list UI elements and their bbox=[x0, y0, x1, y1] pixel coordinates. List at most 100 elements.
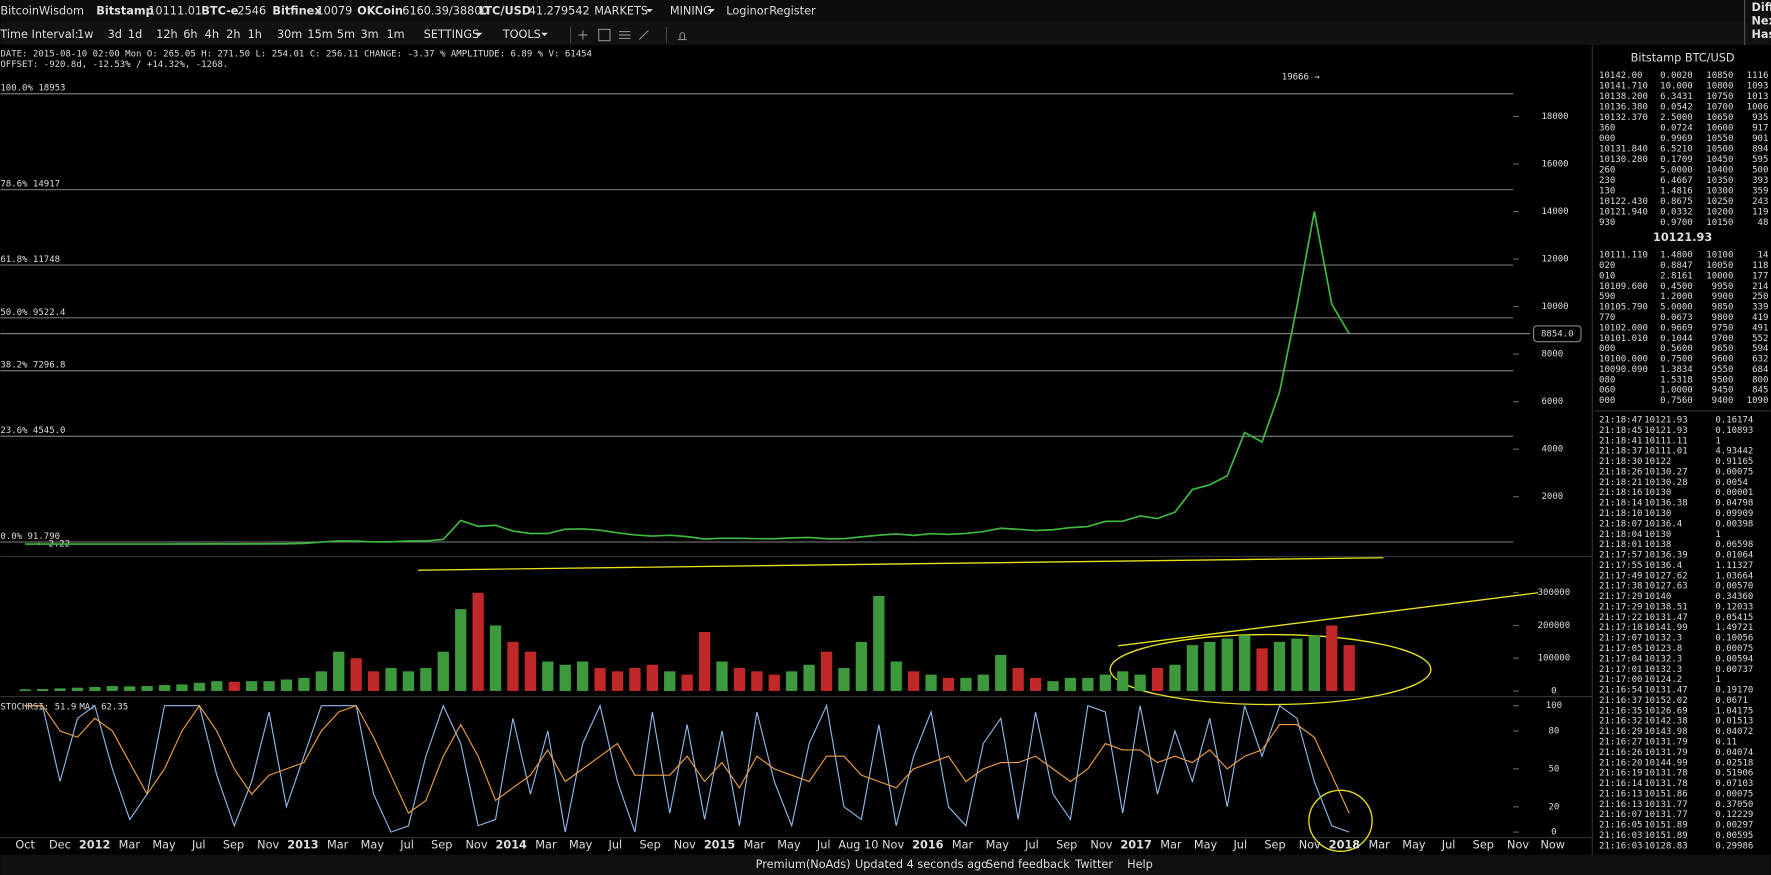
book-level: 9700 bbox=[1712, 334, 1734, 344]
x-tick-label: Jul bbox=[608, 839, 623, 852]
book-level: 10550 bbox=[1706, 134, 1733, 144]
x-tick-label: Oct bbox=[15, 839, 35, 852]
interval[interactable]: 12h bbox=[156, 28, 178, 41]
trade-price: 10132.3 bbox=[1644, 634, 1682, 644]
book-level: 9650 bbox=[1712, 344, 1734, 354]
fib-tool[interactable] bbox=[619, 31, 631, 39]
trade-price: 10130 bbox=[1644, 488, 1671, 498]
interval[interactable]: 6h bbox=[183, 28, 197, 41]
trade-price: 10131.79 bbox=[1644, 748, 1687, 758]
book-price: 020 bbox=[1599, 261, 1615, 271]
order-book-title: Bitstamp BTC/USD bbox=[1631, 52, 1735, 65]
line-tool[interactable] bbox=[598, 28, 611, 42]
trade-time: 21:16:03 bbox=[1599, 831, 1642, 841]
book-amount: 1.4800 bbox=[1660, 251, 1693, 261]
trade-amount: 0.12033 bbox=[1715, 602, 1753, 612]
interval[interactable]: 1h bbox=[248, 28, 262, 41]
trade-time: 21:18:01 bbox=[1599, 540, 1642, 550]
tool-icons bbox=[569, 27, 687, 43]
footer-help[interactable]: Help bbox=[1127, 858, 1153, 871]
book-level: 10050 bbox=[1706, 261, 1733, 271]
trade-price: 10136.4 bbox=[1644, 561, 1682, 571]
book-level: 10500 bbox=[1706, 145, 1733, 155]
corner-label[interactable]: Nex bbox=[1751, 14, 1771, 27]
book-total: 632 bbox=[1752, 355, 1768, 365]
book-amount: 1.0000 bbox=[1660, 386, 1693, 396]
book-price: 10090.090 bbox=[1599, 365, 1648, 375]
interval[interactable]: 3d bbox=[108, 28, 122, 41]
trade-time: 21:16:03 bbox=[1599, 841, 1642, 851]
y-tick-label: 2000 bbox=[1541, 492, 1563, 502]
book-level: 10850 bbox=[1706, 71, 1733, 81]
register-link[interactable]: Register bbox=[769, 4, 816, 17]
settings-menu[interactable]: SETTINGS bbox=[424, 28, 480, 41]
logo[interactable]: BitcoinWisdom bbox=[0, 4, 84, 17]
interval[interactable]: 3m bbox=[361, 28, 379, 41]
login-link[interactable]: Login bbox=[726, 4, 756, 17]
trade-price: 10131.78 bbox=[1644, 779, 1687, 789]
ticker-name[interactable]: BTC-e bbox=[201, 4, 239, 17]
book-amount: 0.0332 bbox=[1660, 208, 1693, 218]
book-level: 9750 bbox=[1712, 323, 1734, 333]
interval[interactable]: 2h bbox=[226, 28, 240, 41]
ticker-name[interactable]: Bitfinex bbox=[272, 4, 322, 17]
book-price: 10142.00 bbox=[1599, 71, 1642, 81]
volume-bar bbox=[263, 681, 275, 691]
interval[interactable]: 4h bbox=[205, 28, 219, 41]
tools-menu[interactable]: TOOLS bbox=[502, 28, 541, 41]
x-tick-label: Nov bbox=[674, 839, 696, 852]
x-tick-label: Sep bbox=[223, 839, 244, 852]
interval[interactable]: 30m bbox=[277, 28, 302, 41]
trade-amount: 0.91165 bbox=[1715, 457, 1753, 467]
book-price: 230 bbox=[1599, 176, 1615, 186]
y-tick-label: 200000 bbox=[1538, 621, 1571, 631]
ticker-name[interactable]: LTC/USD bbox=[479, 4, 531, 17]
interval[interactable]: 1d bbox=[128, 28, 142, 41]
trade-price: 10132.3 bbox=[1644, 654, 1682, 664]
book-total: 118 bbox=[1752, 261, 1768, 271]
menu[interactable]: MINING bbox=[670, 4, 712, 17]
footer-premium[interactable]: Premium(NoAds) bbox=[756, 858, 851, 871]
trade-time: 21:18:47 bbox=[1599, 416, 1642, 426]
interval[interactable]: 5m bbox=[337, 28, 355, 41]
volume-bar bbox=[908, 671, 920, 691]
book-total: 894 bbox=[1752, 145, 1768, 155]
menu[interactable]: MARKETS bbox=[594, 4, 648, 17]
trade-time: 21:18:21 bbox=[1599, 478, 1642, 488]
corner-label[interactable]: Diff bbox=[1751, 1, 1771, 14]
interval[interactable]: 15m bbox=[307, 28, 332, 41]
x-tick-label: Sep bbox=[1473, 839, 1494, 852]
volume-bar bbox=[385, 668, 397, 691]
trend-line bbox=[1117, 592, 1539, 647]
book-total: 250 bbox=[1752, 292, 1768, 302]
y-tick-label: 0 bbox=[1551, 686, 1556, 696]
book-price: 590 bbox=[1599, 292, 1615, 302]
volume-bar bbox=[54, 688, 66, 691]
trade-time: 21:16:54 bbox=[1599, 686, 1642, 696]
book-level: 9800 bbox=[1712, 313, 1734, 323]
crosshair-tool[interactable] bbox=[578, 30, 588, 40]
corner-label[interactable]: Has bbox=[1751, 28, 1771, 41]
volume-bar bbox=[698, 632, 711, 691]
book-price: 10136.380 bbox=[1599, 103, 1648, 113]
interval[interactable]: 1w bbox=[77, 28, 93, 41]
volume-bar bbox=[577, 661, 589, 691]
y-tick-label: 8000 bbox=[1541, 350, 1563, 360]
book-level: 9950 bbox=[1712, 282, 1734, 292]
footer-twitter[interactable]: Twitter bbox=[1074, 858, 1113, 871]
x-tick-label: Sep bbox=[639, 839, 660, 852]
trade-time: 21:16:14 bbox=[1599, 779, 1642, 789]
x-tick-label: Jul bbox=[191, 839, 206, 852]
trade-amount: 0.05415 bbox=[1715, 613, 1753, 623]
ticker-name[interactable]: OKCoin bbox=[357, 4, 403, 17]
ticker-price: 6160.39/38800 bbox=[402, 4, 488, 17]
x-tick-label: Nov bbox=[1299, 839, 1321, 852]
draw-tool[interactable] bbox=[638, 30, 649, 40]
trade-time: 21:16:13 bbox=[1599, 789, 1642, 799]
footer-feedback[interactable]: Send feedback bbox=[986, 858, 1070, 871]
interval[interactable]: 1m bbox=[386, 28, 404, 41]
alert-tool[interactable] bbox=[677, 32, 687, 41]
ticker-name[interactable]: Bitstamp bbox=[96, 4, 153, 17]
